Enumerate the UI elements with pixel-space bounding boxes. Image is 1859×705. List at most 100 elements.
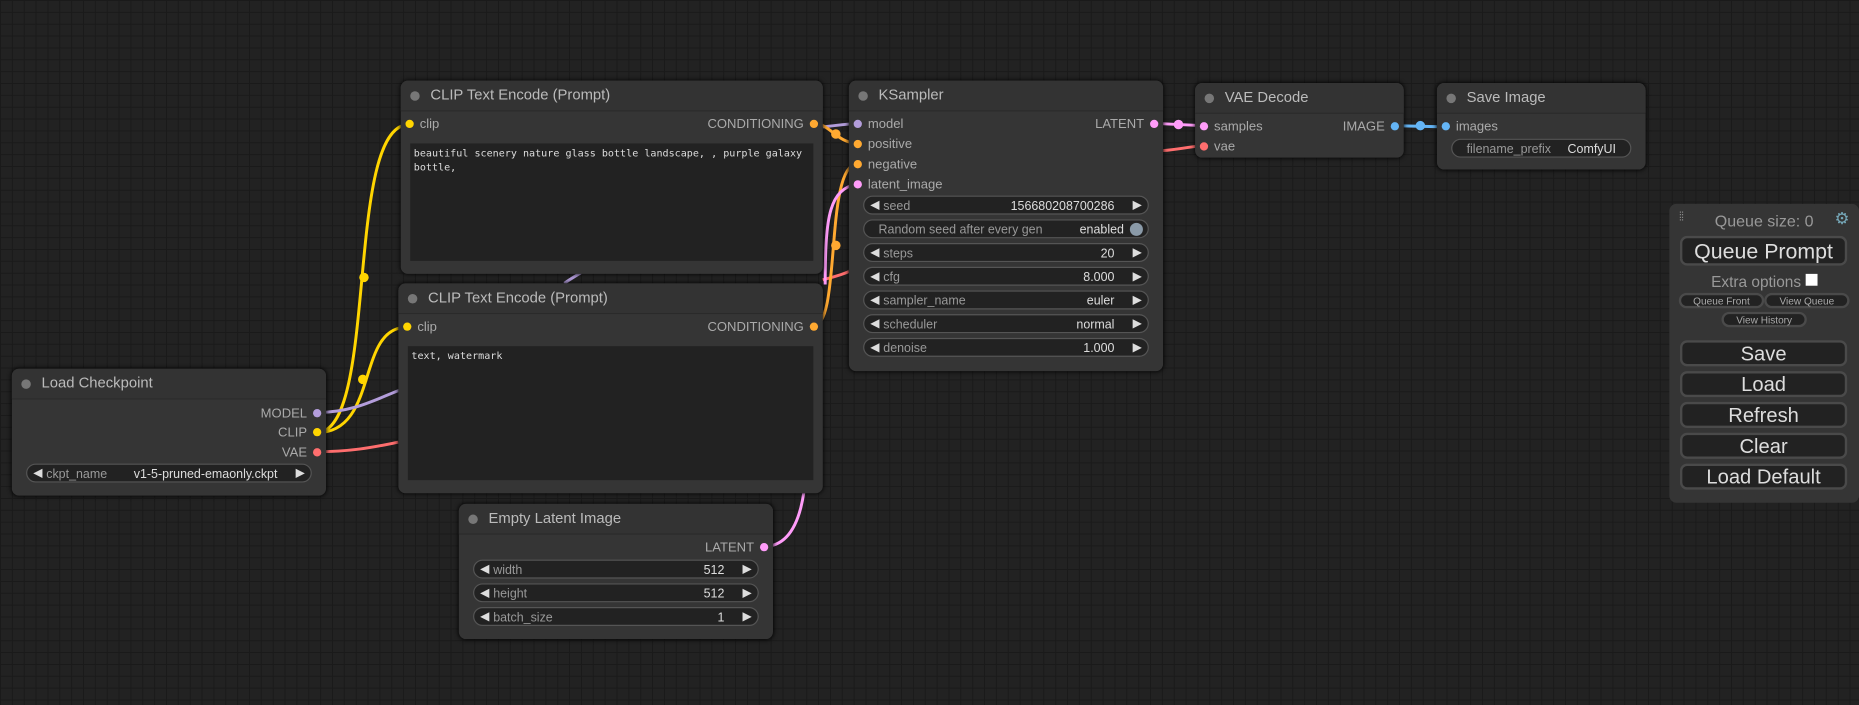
arrow-left-icon[interactable]: ◀: [480, 610, 490, 624]
random-seed-toggle[interactable]: Random seed after every gen enabled: [863, 219, 1149, 239]
slot-dot-icon[interactable]: [1150, 119, 1159, 129]
output-conditioning[interactable]: CONDITIONING: [707, 116, 819, 133]
arrow-left-icon[interactable]: ◀: [33, 467, 43, 481]
collapse-dot-icon[interactable]: [1446, 93, 1456, 104]
node-title[interactable]: Empty Latent Image: [458, 503, 774, 535]
drag-handle-icon[interactable]: ⁞⁞: [1678, 211, 1684, 225]
view-queue-button[interactable]: View Queue: [1764, 292, 1850, 309]
sampler-name-widget[interactable]: ◀ sampler_name euler ▶: [863, 290, 1149, 310]
output-latent[interactable]: LATENT: [705, 539, 769, 556]
arrow-right-icon[interactable]: ▶: [1132, 294, 1142, 308]
toggle-knob-icon[interactable]: [1129, 222, 1143, 236]
output-clip[interactable]: CLIP: [278, 424, 322, 441]
output-image[interactable]: IMAGE: [1343, 119, 1400, 136]
node-title[interactable]: CLIP Text Encode (Prompt): [400, 80, 823, 112]
arrow-right-icon[interactable]: ▶: [1132, 246, 1142, 260]
cfg-widget[interactable]: ◀ cfg 8.000 ▶: [863, 266, 1149, 286]
seed-widget[interactable]: ◀ seed 156680208700286 ▶: [863, 195, 1149, 215]
collapse-dot-icon[interactable]: [407, 294, 418, 304]
refresh-button[interactable]: Refresh: [1679, 401, 1848, 429]
arrow-left-icon[interactable]: ◀: [870, 270, 880, 284]
arrow-right-icon[interactable]: ▶: [742, 586, 752, 600]
slot-dot-icon[interactable]: [809, 322, 819, 331]
slot-dot-icon[interactable]: [853, 180, 862, 189]
arrow-left-icon[interactable]: ◀: [870, 199, 880, 213]
settings-gear-icon[interactable]: ⚙: [1834, 208, 1850, 228]
input-latent-image[interactable]: latent_image: [853, 177, 943, 194]
input-clip[interactable]: clip: [403, 319, 437, 336]
collapse-dot-icon[interactable]: [468, 514, 478, 525]
save-button[interactable]: Save: [1679, 340, 1848, 367]
node-title[interactable]: CLIP Text Encode (Prompt): [398, 283, 823, 315]
node-save-image[interactable]: Save Image images filename_prefix ComfyUI: [1436, 82, 1646, 170]
scheduler-widget[interactable]: ◀ scheduler normal ▶: [863, 314, 1149, 334]
arrow-left-icon[interactable]: ◀: [870, 246, 880, 260]
node-clip-text-encode-positive[interactable]: CLIP Text Encode (Prompt) clip CONDITION…: [400, 80, 823, 274]
arrow-right-icon[interactable]: ▶: [1132, 341, 1142, 355]
input-positive[interactable]: positive: [853, 136, 912, 153]
queue-front-button[interactable]: Queue Front: [1678, 292, 1765, 309]
slot-dot-icon[interactable]: [1441, 122, 1450, 131]
batch-size-widget[interactable]: ◀ batch_size 1 ▶: [473, 607, 759, 626]
arrow-right-icon[interactable]: ▶: [742, 563, 752, 577]
denoise-widget[interactable]: ◀ denoise 1.000 ▶: [863, 337, 1149, 357]
slot-dot-icon[interactable]: [312, 428, 322, 437]
arrow-right-icon[interactable]: ▶: [1132, 317, 1142, 331]
collapse-dot-icon[interactable]: [1204, 93, 1215, 104]
node-empty-latent-image[interactable]: Empty Latent Image LATENT ◀ width 512 ▶ ◀ he…: [458, 503, 774, 640]
arrow-right-icon[interactable]: ▶: [742, 610, 752, 624]
node-title[interactable]: Save Image: [1436, 82, 1646, 114]
arrow-right-icon[interactable]: ▶: [1132, 270, 1142, 284]
node-ksampler[interactable]: KSampler model positive negative latent_…: [848, 80, 1164, 372]
steps-widget[interactable]: ◀ steps 20 ▶: [863, 243, 1149, 263]
ckpt-name-combo[interactable]: ◀ ckpt_name v1-5-pruned-emaonly.ckpt ▶: [26, 463, 312, 483]
arrow-left-icon[interactable]: ◀: [870, 294, 880, 308]
input-clip[interactable]: clip: [405, 116, 439, 133]
slot-dot-icon[interactable]: [853, 119, 862, 129]
slot-dot-icon[interactable]: [809, 119, 819, 129]
view-history-button[interactable]: View History: [1721, 311, 1807, 328]
arrow-left-icon[interactable]: ◀: [480, 563, 490, 577]
collapse-dot-icon[interactable]: [21, 379, 31, 389]
slot-dot-icon[interactable]: [1390, 122, 1400, 131]
arrow-left-icon[interactable]: ◀: [870, 317, 880, 331]
height-widget[interactable]: ◀ height 512 ▶: [473, 583, 759, 603]
prompt-textarea[interactable]: text, watermark: [407, 346, 814, 481]
load-default-button[interactable]: Load Default: [1679, 463, 1848, 490]
slot-dot-icon[interactable]: [853, 139, 862, 149]
node-title[interactable]: VAE Decode: [1195, 82, 1404, 114]
arrow-left-icon[interactable]: ◀: [480, 586, 490, 600]
queue-prompt-button[interactable]: Queue Prompt: [1679, 235, 1848, 266]
input-negative[interactable]: negative: [853, 156, 917, 173]
node-clip-text-encode-negative[interactable]: CLIP Text Encode (Prompt) clip CONDITION…: [398, 283, 823, 494]
node-title[interactable]: Load Checkpoint: [11, 368, 327, 400]
slot-dot-icon[interactable]: [1199, 142, 1209, 151]
node-title[interactable]: KSampler: [848, 80, 1164, 112]
collapse-dot-icon[interactable]: [858, 91, 868, 101]
input-vae[interactable]: vae: [1199, 139, 1235, 156]
clear-button[interactable]: Clear: [1679, 432, 1848, 459]
extra-options-checkbox[interactable]: [1805, 273, 1818, 286]
filename-prefix-input[interactable]: filename_prefix ComfyUI: [1451, 138, 1632, 158]
width-widget[interactable]: ◀ width 512 ▶: [473, 559, 759, 579]
node-load-checkpoint[interactable]: Load Checkpoint MODEL CLIP VAE ◀ ckpt_nam…: [11, 368, 327, 496]
input-samples[interactable]: samples: [1199, 119, 1263, 136]
slot-dot-icon[interactable]: [759, 543, 769, 552]
output-conditioning[interactable]: CONDITIONING: [707, 319, 819, 336]
slot-dot-icon[interactable]: [1199, 122, 1209, 131]
node-vae-decode[interactable]: VAE Decode samples vae IMAGE: [1195, 82, 1404, 158]
arrow-right-icon[interactable]: ▶: [1132, 199, 1142, 213]
slot-dot-icon[interactable]: [403, 322, 412, 331]
input-model[interactable]: model: [853, 116, 903, 133]
load-button[interactable]: Load: [1679, 371, 1848, 398]
output-latent[interactable]: LATENT: [1095, 116, 1159, 133]
output-vae[interactable]: VAE: [282, 445, 322, 462]
prompt-textarea[interactable]: beautiful scenery nature glass bottle la…: [410, 143, 814, 261]
slot-dot-icon[interactable]: [405, 119, 414, 129]
slot-dot-icon[interactable]: [312, 448, 322, 457]
arrow-left-icon[interactable]: ◀: [870, 341, 880, 355]
slot-dot-icon[interactable]: [312, 409, 322, 418]
arrow-right-icon[interactable]: ▶: [295, 467, 305, 481]
input-images[interactable]: images: [1441, 119, 1498, 136]
